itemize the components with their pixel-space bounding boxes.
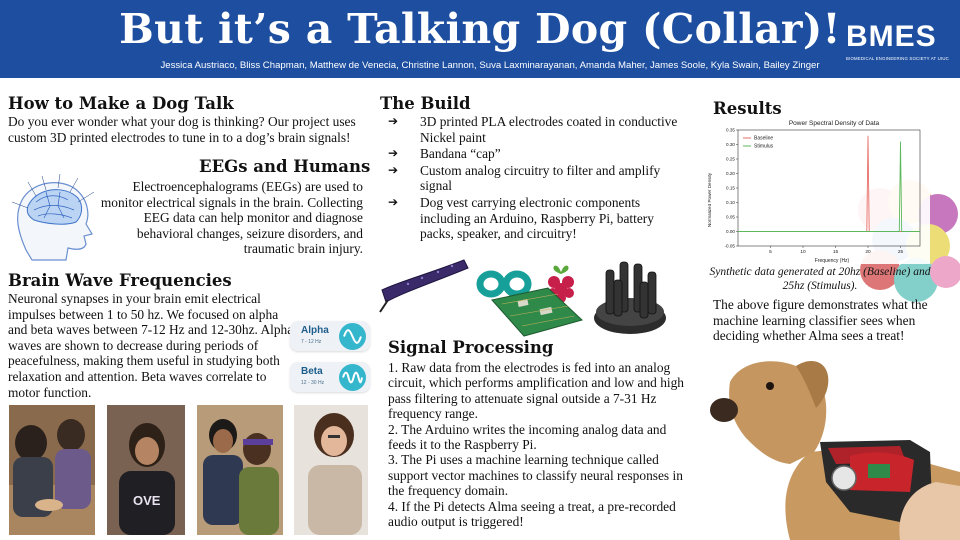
dog-photo	[700, 352, 960, 540]
list-item: 3. The Pi uses a machine learning techni…	[388, 452, 683, 499]
chart-xlabel: Frequency (Hz)	[815, 258, 850, 264]
beta-wave-pill: Beta 12 - 30 Hz	[290, 362, 370, 392]
logo-text: BMES	[846, 20, 937, 53]
chart-title: Power Spectral Density of Data	[789, 120, 880, 127]
y-tick-label: 0.10	[726, 200, 735, 205]
brain-waves-text: Neuronal synapses in your brain emit ele…	[8, 291, 294, 400]
x-tick-label: 20	[865, 249, 871, 255]
y-tick-label: 0.35	[726, 128, 735, 133]
psd-chart: Power Spectral Density of Data Normalize…	[708, 118, 930, 264]
author-list: Jessica Austriaco, Bliss Chapman, Matthe…	[160, 60, 820, 71]
signal-steps: 1. Raw data from the electrodes is fed i…	[388, 360, 688, 529]
header-banner: But it’s a Talking Dog (Collar)! Jessica…	[0, 0, 960, 78]
chart-legend: Baseline Stimulus	[743, 136, 774, 150]
arrow-icon: ➔	[388, 162, 399, 177]
svg-text:OVE: OVE	[133, 493, 161, 508]
arrow-icon: ➔	[388, 114, 399, 128]
y-tick-label: 0.00	[726, 229, 735, 234]
y-tick-label: 0.20	[726, 171, 735, 176]
list-item: 1. Raw data from the electrodes is fed i…	[388, 360, 684, 422]
beta-label: Beta	[301, 366, 323, 377]
legend-label: Baseline	[754, 136, 773, 142]
brain-waves-heading: Brain Wave Frequencies	[8, 271, 232, 290]
alpha-label: Alpha	[301, 325, 329, 336]
signal-heading: Signal Processing	[388, 338, 554, 357]
build-heading: The Build	[380, 94, 471, 113]
beta-range: 12 - 30 Hz	[301, 380, 325, 386]
list-item: ➔ Dog vest carrying electronic components…	[388, 194, 654, 242]
brain-head-image	[6, 172, 98, 262]
eegs-text: Electroencephalograms (EEGs) are used to…	[100, 179, 363, 257]
sine-wave-icon	[339, 323, 366, 350]
chart-caption: Synthetic data generated at 20hz (Baseli…	[709, 266, 931, 292]
results-text: The above figure demonstrates what the m…	[713, 297, 928, 344]
build-list: ➔ 3D printed PLA electrodes coated in con…	[380, 114, 690, 243]
list-item: 4. If the Pi detects Alma seeing a treat…	[388, 498, 676, 530]
team-photo-3	[197, 405, 283, 535]
how-to-text: Do you ever wonder what your dog is thin…	[8, 114, 356, 145]
y-tick-label: 0.15	[726, 186, 735, 191]
results-heading: Results	[713, 99, 782, 118]
x-tick-label: 10	[800, 249, 806, 255]
list-item: ➔ 3D printed PLA electrodes coated in con…	[388, 114, 678, 145]
eegs-heading: EEGs and Humans	[199, 157, 371, 176]
y-tick-label: 0.05	[726, 215, 735, 220]
team-photo-1	[9, 405, 95, 535]
alpha-wave-pill: Alpha 7 - 12 Hz	[290, 321, 370, 351]
team-photo-2: OVE	[107, 405, 185, 535]
logo-subtitle: BIOMEDICAL ENGINEERING SOCIETY AT UIUC	[846, 56, 949, 61]
electrode-3d-print-image	[590, 254, 670, 338]
x-tick-label: 25	[898, 249, 904, 255]
bandana-electrode-image	[378, 256, 470, 316]
series-line-stimulus	[738, 141, 920, 232]
arrow-icon: ➔	[388, 194, 399, 209]
list-item: ➔ Bandana “cap”	[388, 146, 501, 162]
y-tick-label: 0.25	[726, 157, 735, 162]
list-item: 2. The Arduino writes the incoming analo…	[388, 421, 667, 453]
list-item: ➔ Custom analog circuitry to filter and a…	[388, 162, 661, 194]
poster-title: But it’s a Talking Dog (Collar)!	[119, 5, 841, 53]
how-to-heading: How to Make a Dog Talk	[8, 94, 234, 113]
arduino-logo-icon	[474, 266, 534, 302]
y-tick-label: -0.05	[725, 244, 736, 249]
alpha-range: 7 - 12 Hz	[301, 339, 322, 345]
bmes-logo: BMES BIOMEDICAL ENGINEERING SOCIETY AT U…	[840, 20, 952, 74]
circuit-board-image	[488, 286, 584, 338]
sine-wave-icon	[339, 364, 366, 391]
x-tick-label: 5	[769, 249, 772, 255]
legend-label: Stimulus	[754, 144, 774, 150]
y-tick-label: 0.30	[726, 142, 735, 147]
x-tick-label: 15	[833, 249, 839, 255]
arrow-icon: ➔	[388, 146, 399, 161]
team-photo-4	[294, 405, 368, 535]
chart-ylabel: Normalized Power Density	[708, 172, 712, 227]
